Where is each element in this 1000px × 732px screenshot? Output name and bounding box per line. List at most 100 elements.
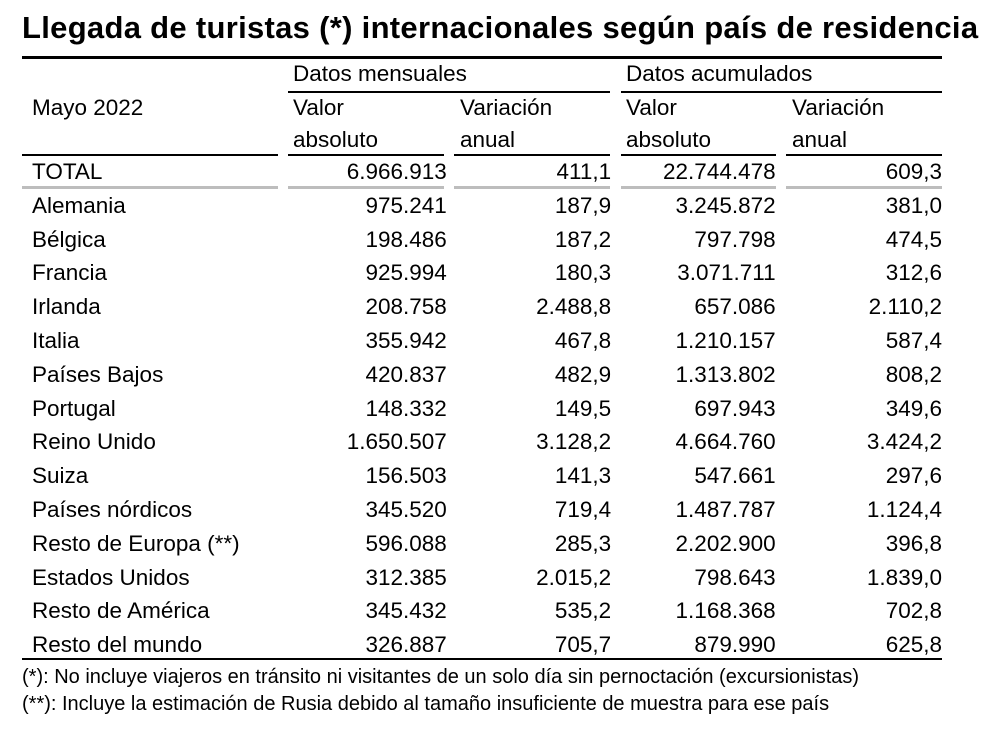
- table-row: Resto de Europa (**) 596.088 285,3 2.202.90…: [22, 527, 942, 561]
- total-row: TOTAL 6.966.913 411,1 22.744.478 609,3: [22, 155, 942, 189]
- monthly-absolute-value: 326.887: [365, 632, 447, 658]
- monthly-absolute-value: 925.994: [365, 260, 447, 286]
- cumulative-annual-variation: 625,8: [885, 632, 942, 658]
- country-name: Resto de América: [32, 598, 210, 624]
- country-name: Bélgica: [32, 226, 106, 252]
- total-rule-c3: [621, 186, 776, 189]
- cumulative-annual-variation: 297,6: [885, 463, 942, 489]
- monthly-absolute-value: 355.942: [365, 327, 447, 353]
- top-rule: [22, 56, 942, 59]
- monthly-annual-variation: 180,3: [554, 260, 612, 286]
- col-header-cumulative-abs-2: absoluto: [626, 127, 712, 152]
- cumulative-annual-variation: 312,6: [885, 260, 942, 286]
- cumulative-absolute-value: 879.990: [694, 632, 776, 658]
- monthly-annual-variation: 719,4: [554, 496, 612, 522]
- header-rule-c1: [288, 154, 444, 156]
- total-rule-c1: [288, 186, 444, 189]
- monthly-annual-variation: 482,9: [554, 361, 612, 387]
- country-name: Alemania: [32, 192, 126, 218]
- monthly-absolute-value: 975.241: [365, 192, 447, 218]
- monthly-absolute-value: 345.520: [365, 496, 447, 522]
- header-rule-name: [22, 154, 278, 156]
- cumulative-annual-variation: 474,5: [885, 226, 942, 252]
- group-rule-monthly: [288, 91, 610, 93]
- monthly-annual-variation: 705,7: [554, 632, 612, 658]
- group-header-monthly: Datos mensuales: [293, 61, 467, 86]
- country-name: Resto del mundo: [32, 632, 203, 658]
- footnote-2: (**): Incluye la estimación de Rusia deb…: [22, 693, 830, 715]
- monthly-absolute-value: 312.385: [365, 564, 447, 590]
- col-header-monthly-var-1: Variación: [460, 95, 553, 120]
- country-name: Suiza: [32, 463, 89, 489]
- country-name: TOTAL: [32, 159, 103, 184]
- cumulative-absolute-value: 798.643: [694, 564, 776, 590]
- col-header-monthly-abs-1: Valor: [293, 95, 344, 120]
- header-rule-c2: [454, 154, 610, 156]
- cumulative-annual-variation: 609,3: [885, 159, 942, 184]
- country-name: Italia: [32, 327, 80, 353]
- monthly-annual-variation: 2.015,2: [536, 564, 612, 590]
- table-row: Irlanda 208.758 2.488,8 657.086 2.110,2: [22, 290, 942, 324]
- table-row: Países nórdicos 345.520 719,4 1.487.787 1.12…: [22, 493, 942, 527]
- cumulative-absolute-value: 797.798: [694, 226, 776, 252]
- cumulative-absolute-value: 3.071.711: [677, 260, 776, 286]
- country-name: Países Bajos: [32, 361, 164, 387]
- header-rule-c3: [621, 154, 776, 156]
- total-rule-name: [22, 186, 278, 189]
- table-row: Países Bajos 420.837 482,9 1.313.802 808,2: [22, 358, 942, 392]
- cumulative-absolute-value: 657.086: [694, 294, 776, 320]
- cumulative-absolute-value: 2.202.900: [675, 530, 776, 556]
- monthly-annual-variation: 467,8: [554, 327, 612, 353]
- table-row: Italia 355.942 467,8 1.210.157 587,4: [22, 324, 942, 358]
- col-header-monthly-var-2: anual: [460, 127, 516, 152]
- monthly-absolute-value: 1.650.507: [346, 429, 447, 455]
- cumulative-annual-variation: 1.839,0: [866, 564, 942, 590]
- cumulative-absolute-value: 3.245.872: [675, 192, 776, 218]
- footnote-1: (*): No incluye viajeros en tránsito ni …: [22, 666, 860, 688]
- monthly-absolute-value: 198.486: [365, 226, 447, 252]
- monthly-annual-variation: 411,1: [556, 159, 612, 184]
- monthly-annual-variation: 141,3: [554, 463, 612, 489]
- data-table-body: TOTAL 6.966.913 411,1 22.744.478 609,3 Aleman…: [22, 155, 942, 662]
- monthly-annual-variation: 187,2: [554, 226, 612, 252]
- period-label: Mayo 2022: [32, 95, 144, 120]
- cumulative-absolute-value: 1.168.368: [675, 598, 776, 624]
- header-rule-c4: [786, 154, 942, 156]
- monthly-absolute-value: 148.332: [365, 395, 447, 421]
- total-rule-c4: [786, 186, 942, 189]
- monthly-absolute-value: 208.758: [365, 294, 447, 320]
- cumulative-absolute-value: 697.943: [694, 395, 776, 421]
- monthly-annual-variation: 285,3: [554, 530, 612, 556]
- monthly-annual-variation: 149,5: [554, 395, 612, 421]
- table-row: Reino Unido 1.650.507 3.128,2 4.664.760 3.42…: [22, 425, 942, 459]
- country-name: Francia: [32, 260, 108, 286]
- country-name: Países nórdicos: [32, 496, 193, 522]
- country-name: Resto de Europa (**): [32, 530, 240, 556]
- cumulative-annual-variation: 1.124,4: [866, 496, 942, 522]
- monthly-absolute-value: 6.966.913: [346, 159, 447, 184]
- cumulative-absolute-value: 1.487.787: [675, 496, 776, 522]
- cumulative-annual-variation: 808,2: [885, 361, 942, 387]
- table-row: Suiza 156.503 141,3 547.661 297,6: [22, 459, 942, 493]
- table-row: Estados Unidos 312.385 2.015,2 798.643 1.839…: [22, 561, 942, 595]
- monthly-absolute-value: 596.088: [365, 530, 447, 556]
- cumulative-absolute-value: 4.664.760: [675, 429, 776, 455]
- table-row: Bélgica 198.486 187,2 797.798 474,5: [22, 223, 942, 257]
- cumulative-annual-variation: 702,8: [885, 598, 942, 624]
- cumulative-annual-variation: 587,4: [885, 327, 942, 353]
- table-row: Alemania 975.241 187,9 3.245.872 381,0: [22, 189, 942, 223]
- cumulative-annual-variation: 349,6: [885, 395, 942, 421]
- group-rule-cumulative: [621, 91, 942, 93]
- bottom-rule: [22, 658, 942, 660]
- monthly-absolute-value: 345.432: [365, 598, 447, 624]
- col-header-monthly-abs-2: absoluto: [293, 127, 379, 152]
- group-header-cumulative: Datos acumulados: [626, 61, 813, 86]
- monthly-annual-variation: 2.488,8: [536, 294, 612, 320]
- table-row: Resto del mundo 326.887 705,7 879.990 625,8: [22, 628, 942, 662]
- monthly-annual-variation: 187,9: [554, 192, 612, 218]
- monthly-annual-variation: 535,2: [554, 598, 612, 624]
- monthly-annual-variation: 3.128,2: [536, 429, 612, 455]
- table-row: Portugal 148.332 149,5 697.943 349,6: [22, 392, 942, 426]
- cumulative-annual-variation: 396,8: [885, 530, 942, 556]
